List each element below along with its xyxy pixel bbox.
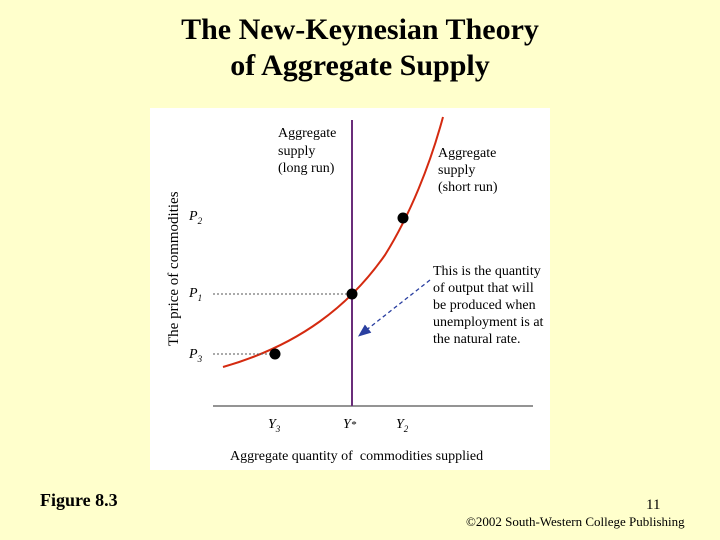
- annotation-arrow: [357, 279, 431, 337]
- annotation-line-1: This is the quantity: [433, 264, 541, 279]
- price-tick-p2-sub: 2: [198, 216, 203, 226]
- price-tick-p3-base: P: [188, 347, 198, 362]
- annotation-line-4: unemployment is at: [433, 315, 544, 330]
- x-axis-label: Aggregate quantity of commodities suppli…: [230, 449, 483, 464]
- quantity-tick-ystar-base: Y: [343, 417, 353, 432]
- price-tick-p1-base: P: [188, 286, 198, 301]
- title-line-1: The New-Keynesian Theory: [181, 13, 539, 46]
- long-run-label-line-1: Aggregate: [278, 126, 336, 141]
- short-run-label-line-3: (short run): [438, 180, 498, 195]
- copyright-notice: ©2002 South-Western College Publishing: [466, 514, 685, 529]
- price-tick-p1-sub: 1: [198, 293, 203, 303]
- annotation-line-5: the natural rate.: [433, 332, 520, 347]
- point-p1: [346, 288, 358, 300]
- price-tick-p3-sub: 3: [197, 354, 203, 364]
- quantity-tick-ystar-sub: *: [351, 419, 357, 431]
- long-run-label-line-3: (long run): [278, 161, 335, 176]
- price-tick-p1: P1: [188, 286, 202, 303]
- title-line-2: of Aggregate Supply: [230, 49, 490, 82]
- figure-label: Figure 8.3: [40, 490, 118, 510]
- quantity-tick-y2-sub: 2: [404, 424, 409, 434]
- short-run-label-line-1: Aggregate: [438, 146, 496, 161]
- quantity-tick-y3-base: Y: [268, 417, 278, 432]
- quantity-tick-ystar: Y*: [343, 417, 357, 432]
- annotation-line-3: be produced when: [433, 298, 536, 313]
- annotation-line-2: of output that will: [433, 281, 534, 296]
- short-run-label: Aggregate supply (short run): [438, 146, 500, 195]
- price-tick-p2: P2: [188, 209, 203, 226]
- page-number: 11: [646, 497, 661, 513]
- price-tick-p2-base: P: [188, 209, 198, 224]
- price-tick-p3: P3: [188, 347, 203, 364]
- long-run-label: Aggregate supply (long run): [278, 126, 340, 176]
- slide-title: The New-Keynesian Theory of Aggregate Su…: [0, 12, 720, 84]
- quantity-tick-y3: Y3: [268, 417, 281, 434]
- quantity-tick-y2: Y2: [396, 417, 409, 434]
- quantity-tick-y2-base: Y: [396, 417, 406, 432]
- quantity-tick-y3-sub: 3: [275, 424, 281, 434]
- short-run-supply-curve: [222, 116, 444, 368]
- point-p3: [269, 348, 281, 360]
- y-axis-label: The price of commodities: [166, 191, 182, 346]
- long-run-label-line-2: supply: [278, 144, 315, 159]
- short-run-label-line-2: supply: [438, 163, 475, 178]
- point-p2: [397, 212, 409, 224]
- natural-rate-annotation: This is the quantity of output that will…: [433, 264, 547, 347]
